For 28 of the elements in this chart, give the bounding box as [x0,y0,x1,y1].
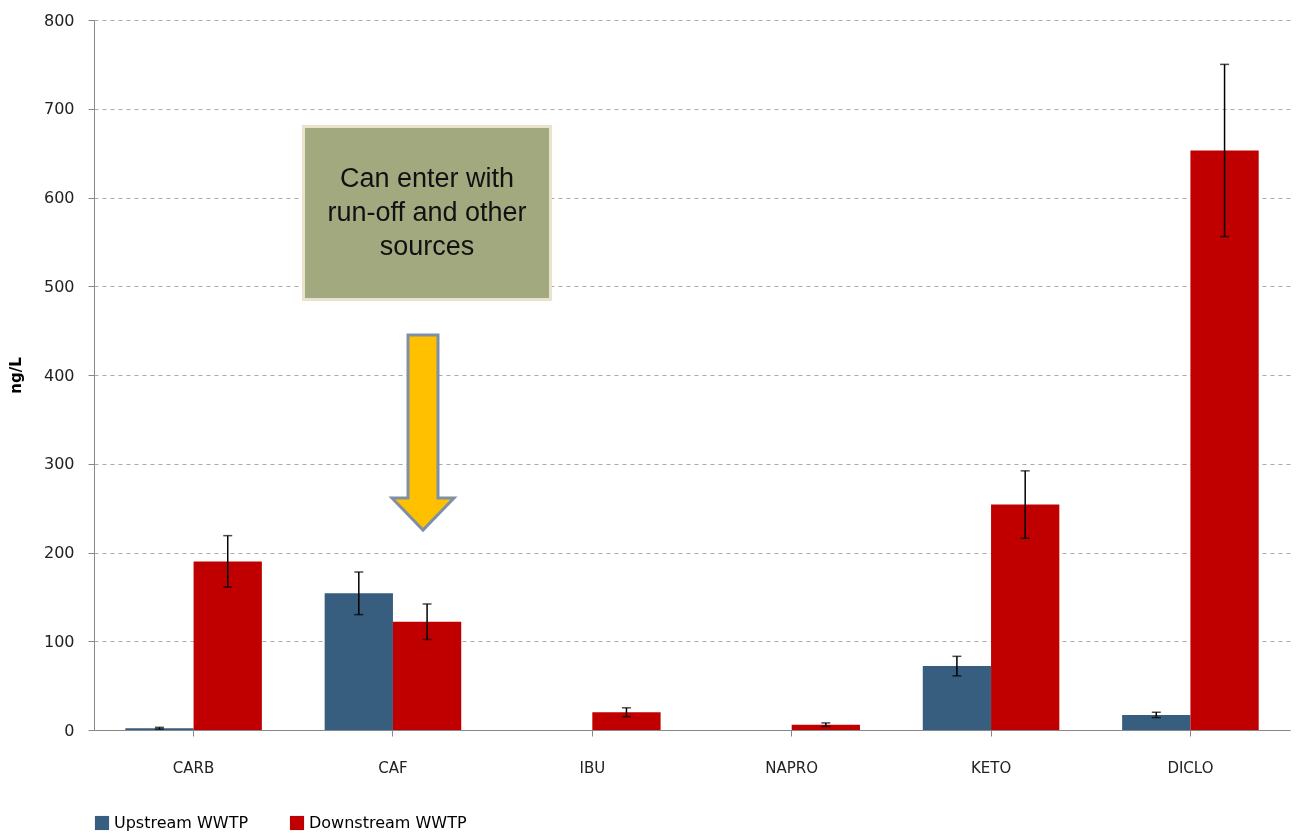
y-tick-label: 200 [43,543,75,562]
legend-label: Upstream WWTP [114,813,249,832]
x-tick-label: CARB [172,758,215,777]
bar [1190,150,1259,730]
y-tick-label: 0 [64,720,75,740]
bar [324,593,393,730]
bar [991,504,1060,730]
y-tick-label: 300 [43,454,75,474]
callout-box: Can enter with run-off and other sources [302,125,552,301]
y-axis-title: ng/L [6,356,25,394]
x-tick-label: KETO [970,758,1012,777]
y-tick-label: 700 [43,99,75,119]
bar [922,666,992,730]
x-tick-label: NAPRO [765,758,819,777]
bar [392,621,462,730]
y-tick-label: 100 [43,631,75,651]
y-tick-label: 800 [43,10,75,30]
x-tick-label: DICLO [1167,758,1214,777]
x-tick-label: CAF [378,758,408,777]
legend-label: Downstream WWTP [309,813,467,832]
y-tick-label: 500 [43,276,75,296]
x-tick-label: IBU [579,758,606,777]
bar [193,561,262,730]
bar [592,712,661,730]
bar [1122,714,1191,730]
y-tick-label: 400 [43,365,75,385]
bar [791,724,860,730]
y-tick-label: 600 [43,188,75,207]
